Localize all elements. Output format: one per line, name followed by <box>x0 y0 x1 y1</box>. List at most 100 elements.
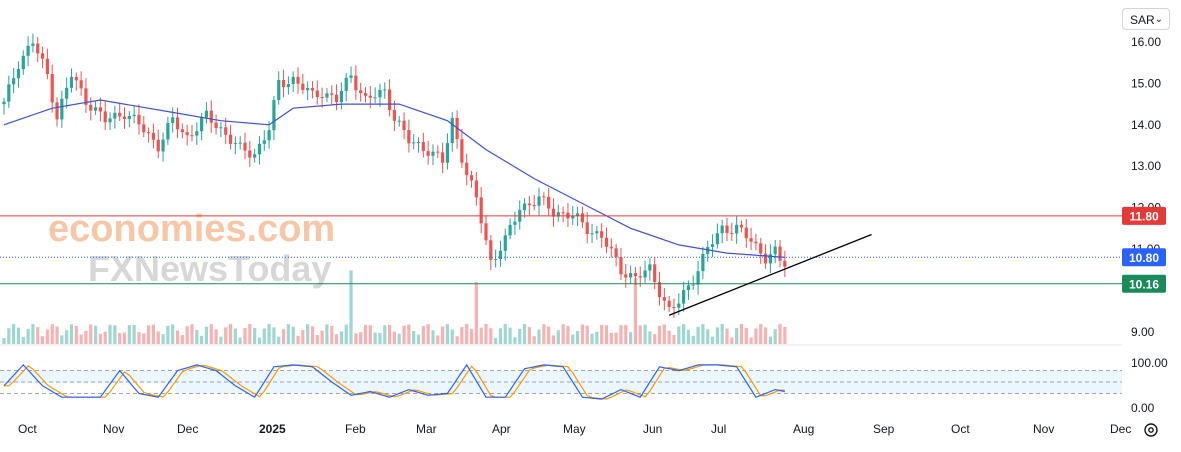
volume-bar <box>469 328 474 344</box>
candle-body <box>469 175 474 181</box>
volume-bar <box>518 328 522 344</box>
volume-bar <box>474 282 478 344</box>
volume-bar <box>359 332 363 344</box>
volume-bar <box>783 326 787 344</box>
level-tag-bg-resistance <box>1122 206 1166 225</box>
currency-select[interactable]: SAR ⌄ <box>1122 8 1170 30</box>
volume-bar <box>253 327 257 344</box>
volume-bar <box>494 337 498 344</box>
volume-bar <box>98 333 102 344</box>
candle-body <box>108 118 112 123</box>
volume-bar <box>344 324 348 344</box>
volume-bar <box>195 329 199 344</box>
volume-bar <box>257 337 262 344</box>
candle-body <box>484 223 488 241</box>
candle-body <box>629 273 633 278</box>
volume-bar <box>60 335 64 344</box>
volume-bar <box>156 331 160 344</box>
candlesticks <box>2 33 787 318</box>
volume-bar <box>407 324 411 344</box>
volume-bar <box>662 324 666 344</box>
candle-body <box>2 101 6 105</box>
volume-bar <box>16 327 21 344</box>
candle-body <box>286 84 290 88</box>
candle-body <box>465 162 469 176</box>
volume-bar <box>735 327 739 344</box>
volume-bar <box>171 324 175 344</box>
time-tick-label: Oct <box>18 422 37 436</box>
candle-body <box>619 257 623 275</box>
candle-body <box>40 53 45 59</box>
candle-body <box>354 75 358 91</box>
candle-body <box>522 203 527 211</box>
volume-bar <box>633 278 638 344</box>
candle-body <box>460 139 464 163</box>
volume-bar <box>200 335 204 344</box>
volume-bar <box>778 324 782 344</box>
volume-bar <box>508 327 512 344</box>
volume-bar <box>388 324 392 344</box>
candle-body <box>768 254 772 264</box>
level-tag-support: 10.16 <box>1129 277 1159 291</box>
volume-bar <box>556 330 560 344</box>
candle-body <box>735 224 739 234</box>
candle-body <box>600 231 604 238</box>
candle-body <box>667 300 671 308</box>
candle-body <box>368 95 372 98</box>
candle-body <box>224 127 228 135</box>
candle-body <box>383 89 387 91</box>
candle-body <box>773 246 777 255</box>
candle-body <box>175 117 180 130</box>
candle-body <box>113 112 117 119</box>
candle-body <box>421 142 425 152</box>
volume-bar <box>701 324 705 344</box>
candle-body <box>686 285 691 291</box>
time-tick-label: Sep <box>873 422 895 436</box>
volume-bar <box>147 325 151 344</box>
volume-bar <box>561 324 565 344</box>
candle-body <box>638 276 642 278</box>
volume-bar <box>677 326 681 344</box>
volume-bar <box>397 333 401 344</box>
trendline <box>668 233 872 316</box>
candle-body <box>561 212 565 214</box>
candle-body <box>494 258 498 260</box>
candle-body <box>156 139 160 152</box>
candle-body <box>272 100 276 131</box>
candle-body <box>344 77 348 91</box>
time-tick-label: May <box>563 422 586 436</box>
candle-body <box>754 241 758 244</box>
volume-bar <box>744 327 748 344</box>
volume-bar <box>281 329 286 344</box>
settings-gear-icon[interactable] <box>1141 420 1161 440</box>
candle-body <box>36 43 40 54</box>
candle-body <box>103 111 107 123</box>
stoch-d-line <box>4 364 785 400</box>
candle-body <box>257 143 262 155</box>
candle-body <box>402 120 406 130</box>
level-tag-resistance: 11.80 <box>1129 209 1159 223</box>
candle-body <box>373 97 377 99</box>
candle-body <box>508 224 512 236</box>
candle-body <box>281 80 286 88</box>
volume-bar <box>122 332 127 344</box>
volume-bar <box>571 334 575 344</box>
volume-bar <box>204 326 209 344</box>
candle-body <box>291 76 295 85</box>
volume-bar <box>89 324 93 344</box>
volume-bar <box>31 324 35 344</box>
volume-bar <box>363 324 368 344</box>
volume-bar <box>653 334 657 344</box>
candle-body <box>662 297 666 301</box>
volume-bar <box>209 324 213 344</box>
candle-body <box>248 150 252 158</box>
candle-body <box>190 135 194 137</box>
candle-body <box>359 90 363 94</box>
candle-body <box>26 45 30 56</box>
candle-body <box>243 142 247 151</box>
volume-bar <box>754 328 758 344</box>
volume-bar <box>45 329 49 344</box>
candle-body <box>590 233 594 235</box>
